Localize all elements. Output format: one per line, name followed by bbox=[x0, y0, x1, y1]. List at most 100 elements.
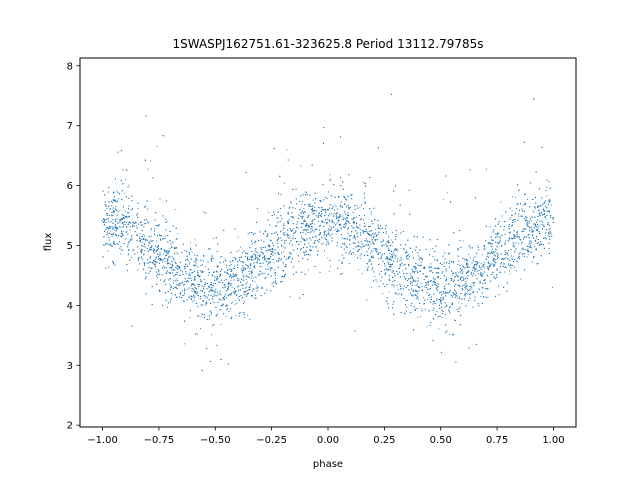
data-point bbox=[372, 250, 374, 252]
data-point bbox=[527, 234, 529, 237]
data-point bbox=[338, 259, 340, 261]
data-point bbox=[492, 276, 494, 278]
data-point bbox=[413, 270, 415, 272]
data-point bbox=[545, 200, 547, 202]
data-point bbox=[334, 204, 336, 206]
data-point bbox=[527, 254, 529, 256]
chart-title: 1SWASPJ162751.61-323625.8 Period 13112.7… bbox=[172, 37, 483, 51]
data-point bbox=[378, 226, 380, 228]
data-point bbox=[231, 302, 233, 304]
data-point bbox=[177, 279, 179, 281]
data-point bbox=[128, 184, 130, 186]
data-point bbox=[274, 269, 276, 271]
data-point bbox=[448, 307, 450, 309]
data-point bbox=[357, 268, 359, 271]
data-point bbox=[143, 243, 145, 245]
data-point bbox=[249, 318, 251, 321]
data-point bbox=[497, 242, 499, 244]
data-point bbox=[461, 303, 463, 305]
data-point bbox=[175, 238, 177, 240]
data-point bbox=[463, 257, 465, 259]
data-point bbox=[306, 238, 308, 240]
data-point bbox=[175, 251, 177, 253]
data-point bbox=[374, 240, 376, 242]
data-point bbox=[400, 265, 402, 267]
data-point bbox=[527, 248, 529, 250]
data-point bbox=[175, 284, 177, 286]
data-point bbox=[157, 249, 159, 251]
data-point bbox=[461, 258, 464, 260]
data-point bbox=[186, 289, 188, 291]
data-point bbox=[293, 228, 295, 230]
data-point bbox=[513, 237, 515, 239]
data-point bbox=[324, 221, 326, 223]
data-point bbox=[330, 265, 332, 267]
data-point bbox=[269, 267, 271, 269]
data-point bbox=[345, 237, 347, 240]
data-point bbox=[283, 251, 285, 253]
data-point bbox=[230, 279, 232, 281]
data-point bbox=[153, 260, 155, 262]
data-point bbox=[428, 288, 430, 290]
data-point bbox=[490, 244, 492, 246]
data-point bbox=[424, 308, 426, 310]
data-point bbox=[287, 256, 290, 259]
data-point bbox=[263, 258, 265, 261]
data-point bbox=[540, 205, 542, 207]
data-point bbox=[257, 254, 259, 256]
data-point bbox=[141, 223, 143, 225]
data-point bbox=[360, 228, 362, 230]
data-point bbox=[111, 235, 113, 238]
data-point bbox=[115, 205, 117, 207]
data-point bbox=[245, 275, 247, 278]
data-point bbox=[456, 297, 459, 299]
data-point bbox=[326, 221, 328, 224]
data-point bbox=[478, 249, 480, 251]
data-point bbox=[310, 204, 312, 206]
data-point bbox=[116, 190, 118, 192]
data-point bbox=[453, 319, 456, 321]
data-point bbox=[305, 233, 307, 235]
data-point bbox=[442, 292, 444, 294]
data-point bbox=[326, 242, 328, 244]
data-point bbox=[387, 263, 389, 265]
data-point bbox=[477, 244, 479, 246]
data-point bbox=[190, 242, 192, 244]
data-point bbox=[165, 260, 167, 262]
data-point bbox=[247, 233, 249, 235]
data-point bbox=[420, 315, 422, 317]
data-point bbox=[303, 219, 305, 221]
data-point bbox=[297, 222, 299, 224]
data-point bbox=[239, 246, 241, 248]
data-point bbox=[255, 261, 257, 263]
data-point bbox=[149, 160, 152, 162]
data-point bbox=[177, 233, 179, 235]
data-point bbox=[521, 253, 523, 256]
data-point bbox=[437, 285, 439, 288]
data-point bbox=[494, 264, 496, 266]
data-point bbox=[147, 244, 149, 246]
data-point bbox=[305, 230, 307, 232]
data-point bbox=[303, 207, 305, 210]
data-point bbox=[213, 293, 215, 295]
data-point bbox=[394, 257, 396, 259]
data-point bbox=[234, 303, 236, 305]
data-point bbox=[374, 228, 376, 230]
data-point bbox=[500, 201, 502, 203]
data-point bbox=[359, 206, 361, 208]
data-point bbox=[154, 228, 156, 230]
data-point bbox=[448, 310, 450, 312]
data-point bbox=[352, 247, 355, 250]
data-point bbox=[184, 250, 186, 252]
data-point bbox=[211, 325, 213, 327]
data-point bbox=[481, 266, 483, 268]
data-point bbox=[397, 288, 399, 290]
data-point bbox=[422, 297, 424, 299]
data-point bbox=[504, 271, 506, 273]
data-point bbox=[147, 168, 149, 170]
data-point bbox=[131, 256, 133, 258]
data-point bbox=[117, 211, 119, 213]
data-point bbox=[445, 284, 447, 286]
data-point bbox=[435, 287, 438, 289]
data-point bbox=[227, 287, 229, 289]
